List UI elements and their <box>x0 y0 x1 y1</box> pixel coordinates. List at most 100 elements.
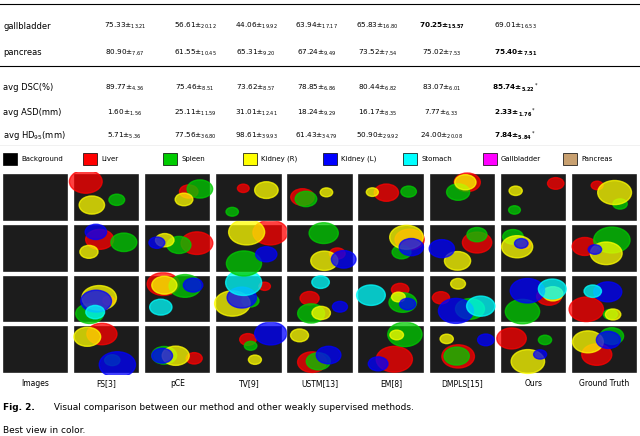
Circle shape <box>390 225 423 249</box>
Bar <box>358 276 424 322</box>
Circle shape <box>447 184 470 200</box>
Circle shape <box>582 344 612 365</box>
Circle shape <box>311 251 338 270</box>
Circle shape <box>511 350 545 374</box>
Circle shape <box>248 355 262 364</box>
Text: 89.77$\pm_{4.36}$: 89.77$\pm_{4.36}$ <box>105 82 145 93</box>
Bar <box>287 174 353 221</box>
Circle shape <box>536 287 561 305</box>
Circle shape <box>162 346 189 365</box>
Circle shape <box>401 186 417 197</box>
Circle shape <box>429 240 454 258</box>
Text: Kidney (R): Kidney (R) <box>261 156 298 162</box>
Text: DMPLS[15]: DMPLS[15] <box>442 379 483 388</box>
Bar <box>429 225 495 272</box>
Bar <box>500 276 566 322</box>
Text: 78.85$\pm_{6.86}$: 78.85$\pm_{6.86}$ <box>297 82 337 93</box>
Circle shape <box>80 245 98 258</box>
Text: 24.00$\pm_{20.08}$: 24.00$\pm_{20.08}$ <box>420 131 463 141</box>
Text: 63.94$\pm_{17.17}$: 63.94$\pm_{17.17}$ <box>295 21 339 31</box>
Circle shape <box>79 196 104 214</box>
Bar <box>74 174 140 221</box>
Circle shape <box>604 310 618 319</box>
Text: 80.44$\pm_{6.82}$: 80.44$\pm_{6.82}$ <box>358 82 397 93</box>
Bar <box>500 326 566 373</box>
Bar <box>243 153 257 165</box>
Circle shape <box>86 305 104 319</box>
Circle shape <box>152 348 173 363</box>
Circle shape <box>594 282 622 302</box>
Bar <box>287 326 353 373</box>
Circle shape <box>226 208 239 216</box>
Text: Best view in color.: Best view in color. <box>3 426 86 435</box>
Circle shape <box>187 180 212 198</box>
Text: Spleen: Spleen <box>181 156 205 162</box>
Circle shape <box>463 232 492 253</box>
Bar <box>572 225 637 272</box>
Circle shape <box>109 194 125 205</box>
Text: 77.56$\pm_{36.80}$: 77.56$\pm_{36.80}$ <box>174 131 216 141</box>
Circle shape <box>226 270 262 296</box>
Circle shape <box>502 229 524 244</box>
Text: 83.07$\pm_{6.01}$: 83.07$\pm_{6.01}$ <box>422 82 461 93</box>
Circle shape <box>374 184 399 201</box>
Circle shape <box>69 170 102 193</box>
Circle shape <box>502 236 532 258</box>
Text: pancreas: pancreas <box>3 48 42 57</box>
Bar <box>3 326 68 373</box>
Bar <box>358 174 424 221</box>
Text: 31.01$\pm_{12.41}$: 31.01$\pm_{12.41}$ <box>235 107 277 118</box>
Circle shape <box>149 237 165 249</box>
Circle shape <box>181 232 213 255</box>
Circle shape <box>253 220 288 245</box>
Circle shape <box>175 193 193 206</box>
Circle shape <box>259 282 271 290</box>
Text: pCE: pCE <box>170 379 185 388</box>
Text: EM[8]: EM[8] <box>380 379 402 388</box>
Circle shape <box>240 334 256 345</box>
Circle shape <box>312 307 330 320</box>
Text: 75.33$\pm_{13.21}$: 75.33$\pm_{13.21}$ <box>104 21 146 31</box>
Bar <box>572 276 637 322</box>
Circle shape <box>150 299 172 315</box>
Bar <box>572 174 637 221</box>
Bar <box>3 153 17 165</box>
Circle shape <box>99 352 136 378</box>
Circle shape <box>584 285 602 297</box>
Circle shape <box>356 285 385 305</box>
Circle shape <box>330 248 345 259</box>
Bar <box>287 276 353 322</box>
Bar <box>145 225 211 272</box>
Bar <box>358 225 424 272</box>
Text: 5.71$\pm_{5.36}$: 5.71$\pm_{5.36}$ <box>108 131 142 141</box>
Circle shape <box>167 236 191 253</box>
Circle shape <box>309 223 339 244</box>
Bar <box>74 225 140 272</box>
Bar <box>74 326 140 373</box>
Circle shape <box>538 335 552 344</box>
Text: FS[3]: FS[3] <box>97 379 116 388</box>
Circle shape <box>455 175 476 190</box>
Circle shape <box>591 181 603 190</box>
Circle shape <box>104 355 120 366</box>
Bar <box>3 276 68 322</box>
Bar <box>500 174 566 221</box>
Circle shape <box>573 331 604 353</box>
Circle shape <box>509 186 522 195</box>
Circle shape <box>111 233 137 252</box>
Circle shape <box>444 347 469 365</box>
Text: Fig. 2.: Fig. 2. <box>3 403 35 412</box>
Bar <box>3 174 68 221</box>
Circle shape <box>295 191 317 207</box>
Bar <box>3 225 68 272</box>
Bar <box>287 225 353 272</box>
Circle shape <box>613 199 627 209</box>
Circle shape <box>438 298 474 324</box>
Text: 56.61$\pm_{20.12}$: 56.61$\pm_{20.12}$ <box>174 21 216 31</box>
Circle shape <box>594 227 630 253</box>
Circle shape <box>433 292 449 304</box>
Text: 80.90$\pm_{7.67}$: 80.90$\pm_{7.67}$ <box>105 48 145 58</box>
Circle shape <box>376 346 412 372</box>
Bar <box>500 225 566 272</box>
Circle shape <box>152 276 177 294</box>
